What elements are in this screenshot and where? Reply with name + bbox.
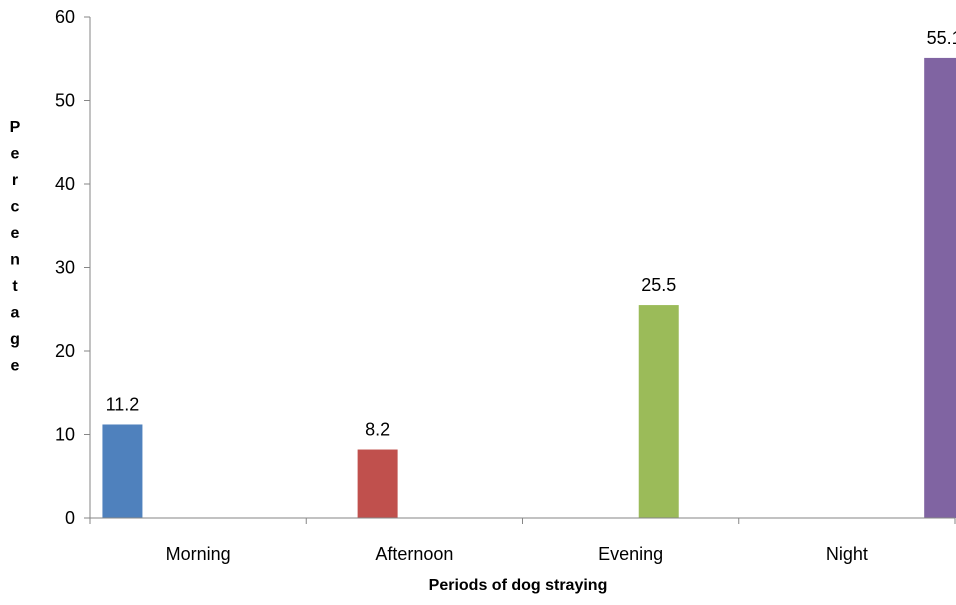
data-label: 25.5	[641, 275, 676, 295]
y-tick-label: 40	[55, 174, 75, 194]
y-axis-title-letter: r	[12, 172, 18, 189]
y-tick-label: 10	[55, 425, 75, 445]
y-tick-label: 30	[55, 258, 75, 278]
y-tick-label: 50	[55, 91, 75, 111]
data-label: 8.2	[365, 420, 390, 440]
y-axis-ticks: 0 10 20 30 40 50 60	[55, 7, 90, 528]
y-axis-title-letter: e	[11, 146, 20, 163]
y-axis-title-letter: e	[11, 225, 20, 242]
bars: 11.2 8.2 25.5 55.1	[102, 28, 956, 518]
y-tick-label: 0	[65, 508, 75, 528]
bar-night	[924, 57, 956, 518]
y-axis-title-letter: P	[10, 119, 21, 136]
y-axis-title-letter: g	[10, 331, 20, 348]
data-label: 11.2	[106, 394, 140, 414]
y-axis-title-letter: e	[11, 358, 20, 375]
bar-evening	[638, 305, 679, 518]
y-tick-label: 20	[55, 341, 75, 361]
x-axis-title: Periods of dog straying	[429, 577, 608, 594]
x-tick-label: Night	[826, 544, 868, 564]
y-axis-title-letter: t	[12, 278, 18, 295]
y-tick-label: 60	[55, 7, 75, 27]
x-tick-label: Afternoon	[375, 544, 453, 564]
y-axis-title-letter: a	[11, 305, 20, 322]
bar-afternoon	[357, 449, 398, 518]
x-tick-label: Morning	[166, 544, 231, 564]
y-axis-title-letter: n	[10, 252, 20, 269]
bar-morning	[102, 424, 143, 518]
y-axis-title-letter: c	[11, 199, 20, 216]
x-tick-label: Evening	[598, 544, 663, 564]
x-axis: Morning Afternoon Evening Night	[89, 517, 956, 564]
data-label: 55.1	[927, 28, 956, 48]
